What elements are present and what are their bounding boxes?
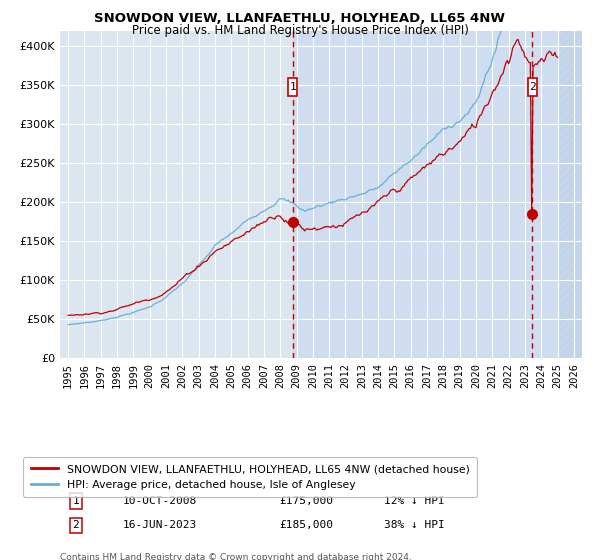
Text: 2: 2 bbox=[529, 82, 536, 92]
FancyBboxPatch shape bbox=[289, 78, 298, 96]
Text: 1: 1 bbox=[290, 82, 296, 92]
Legend: SNOWDON VIEW, LLANFAETHLU, HOLYHEAD, LL65 4NW (detached house), HPI: Average pri: SNOWDON VIEW, LLANFAETHLU, HOLYHEAD, LL6… bbox=[23, 457, 477, 497]
Bar bbox=[557, 31, 582, 358]
Bar bbox=[293, 31, 582, 358]
Text: Contains HM Land Registry data © Crown copyright and database right 2024.
This d: Contains HM Land Registry data © Crown c… bbox=[60, 553, 412, 560]
Text: 38% ↓ HPI: 38% ↓ HPI bbox=[383, 520, 445, 530]
Text: SNOWDON VIEW, LLANFAETHLU, HOLYHEAD, LL65 4NW: SNOWDON VIEW, LLANFAETHLU, HOLYHEAD, LL6… bbox=[95, 12, 505, 25]
Text: 2: 2 bbox=[72, 520, 79, 530]
Text: £185,000: £185,000 bbox=[279, 520, 333, 530]
Text: 1: 1 bbox=[72, 496, 79, 506]
Text: £175,000: £175,000 bbox=[279, 496, 333, 506]
Text: 12% ↓ HPI: 12% ↓ HPI bbox=[383, 496, 445, 506]
Text: 10-OCT-2008: 10-OCT-2008 bbox=[122, 496, 197, 506]
Text: 16-JUN-2023: 16-JUN-2023 bbox=[122, 520, 197, 530]
FancyBboxPatch shape bbox=[528, 78, 537, 96]
Text: Price paid vs. HM Land Registry's House Price Index (HPI): Price paid vs. HM Land Registry's House … bbox=[131, 24, 469, 36]
